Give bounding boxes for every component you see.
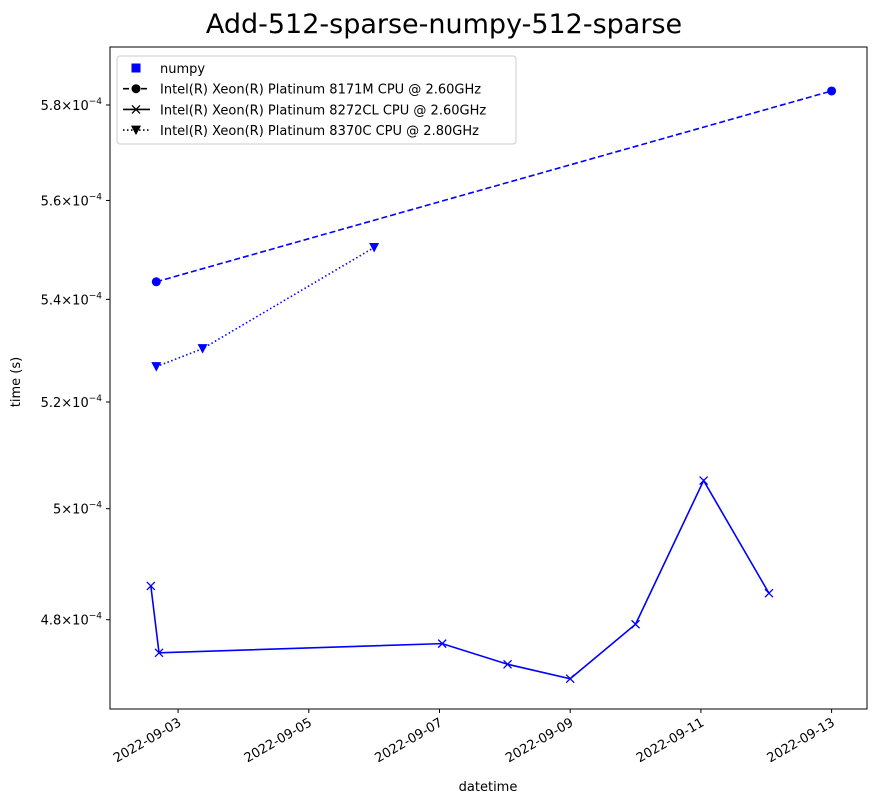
series-triangle-down [151, 242, 380, 372]
data-point [369, 242, 380, 253]
y-tick-times: ×10 [61, 503, 88, 518]
legend: numpy Intel(R) Xeon(R) Platinum 8171M CPU… [116, 55, 517, 145]
y-tick-mantissa: 4.8 [41, 614, 62, 629]
y-tick-label: 5×10−4 [53, 501, 102, 518]
legend-entry: Intel(R) Xeon(R) Platinum 8171M CPU @ 2.… [123, 83, 481, 98]
series-circle [151, 86, 837, 287]
data-point [827, 86, 837, 96]
plot-area [110, 47, 867, 709]
data-point [503, 659, 513, 669]
y-tick-mantissa: 5 [53, 503, 61, 518]
y-tick-mantissa: 5.6 [41, 194, 62, 209]
y-tick-label: 5.2×10−4 [41, 394, 103, 411]
y-tick-exponent: −4 [89, 612, 103, 622]
y-tick-times: ×10 [61, 194, 88, 209]
data-point [764, 588, 774, 598]
legend-label: Intel(R) Xeon(R) Platinum 8171M CPU @ 2.… [160, 83, 481, 98]
y-tick-label: 4.8×10−4 [41, 612, 103, 629]
series-layer [146, 86, 837, 684]
legend-label: numpy [160, 62, 205, 77]
legend-marker [131, 63, 141, 73]
data-point [699, 476, 709, 486]
y-tick-mantissa: 5.2 [41, 396, 62, 411]
y-tick-mantissa: 5.4 [41, 293, 62, 308]
series-line [150, 478, 770, 680]
x-axis-title: datetime [459, 780, 518, 795]
data-point [151, 277, 161, 287]
legend-entry: Intel(R) Xeon(R) Platinum 8272CL CPU @ 2… [123, 103, 486, 118]
y-tick-times: ×10 [61, 293, 88, 308]
legend-label: Intel(R) Xeon(R) Platinum 8272CL CPU @ 2… [160, 103, 486, 118]
y-tick-label: 5.4×10−4 [41, 291, 103, 308]
y-axis-title: time (s) [9, 357, 24, 407]
legend-marker [131, 125, 141, 136]
data-point [437, 639, 447, 649]
data-point [146, 581, 156, 591]
y-tick-exponent: −4 [89, 291, 103, 301]
y-tick-mantissa: 5.8 [41, 99, 62, 114]
y-tick-times: ×10 [61, 396, 88, 411]
y-tick-label: 5.6×10−4 [41, 192, 103, 209]
y-tick-exponent: −4 [89, 394, 103, 404]
legend-entry: Intel(R) Xeon(R) Platinum 8370C CPU @ 2.… [123, 124, 479, 139]
data-point [631, 619, 641, 629]
data-point [565, 674, 575, 684]
y-tick-exponent: −4 [89, 97, 103, 107]
chart-title: Add-512-sparse-numpy-512-sparse [206, 9, 682, 40]
data-point [154, 648, 164, 658]
y-tick-times: ×10 [61, 99, 88, 114]
data-point [151, 362, 162, 372]
legend-label: Intel(R) Xeon(R) Platinum 8370C CPU @ 2.… [160, 124, 479, 139]
legend-marker [131, 104, 141, 114]
plot-frame [109, 46, 868, 710]
y-tick-exponent: −4 [89, 501, 103, 511]
legend-entry: numpy [131, 62, 205, 77]
series-line [156, 246, 375, 368]
series-x [146, 476, 774, 684]
y-tick-exponent: −4 [89, 192, 103, 202]
legend-frame [116, 55, 517, 145]
y-tick-times: ×10 [61, 614, 88, 629]
y-tick-label: 5.8×10−4 [41, 97, 103, 114]
legend-marker [131, 84, 141, 94]
data-point [197, 344, 208, 354]
